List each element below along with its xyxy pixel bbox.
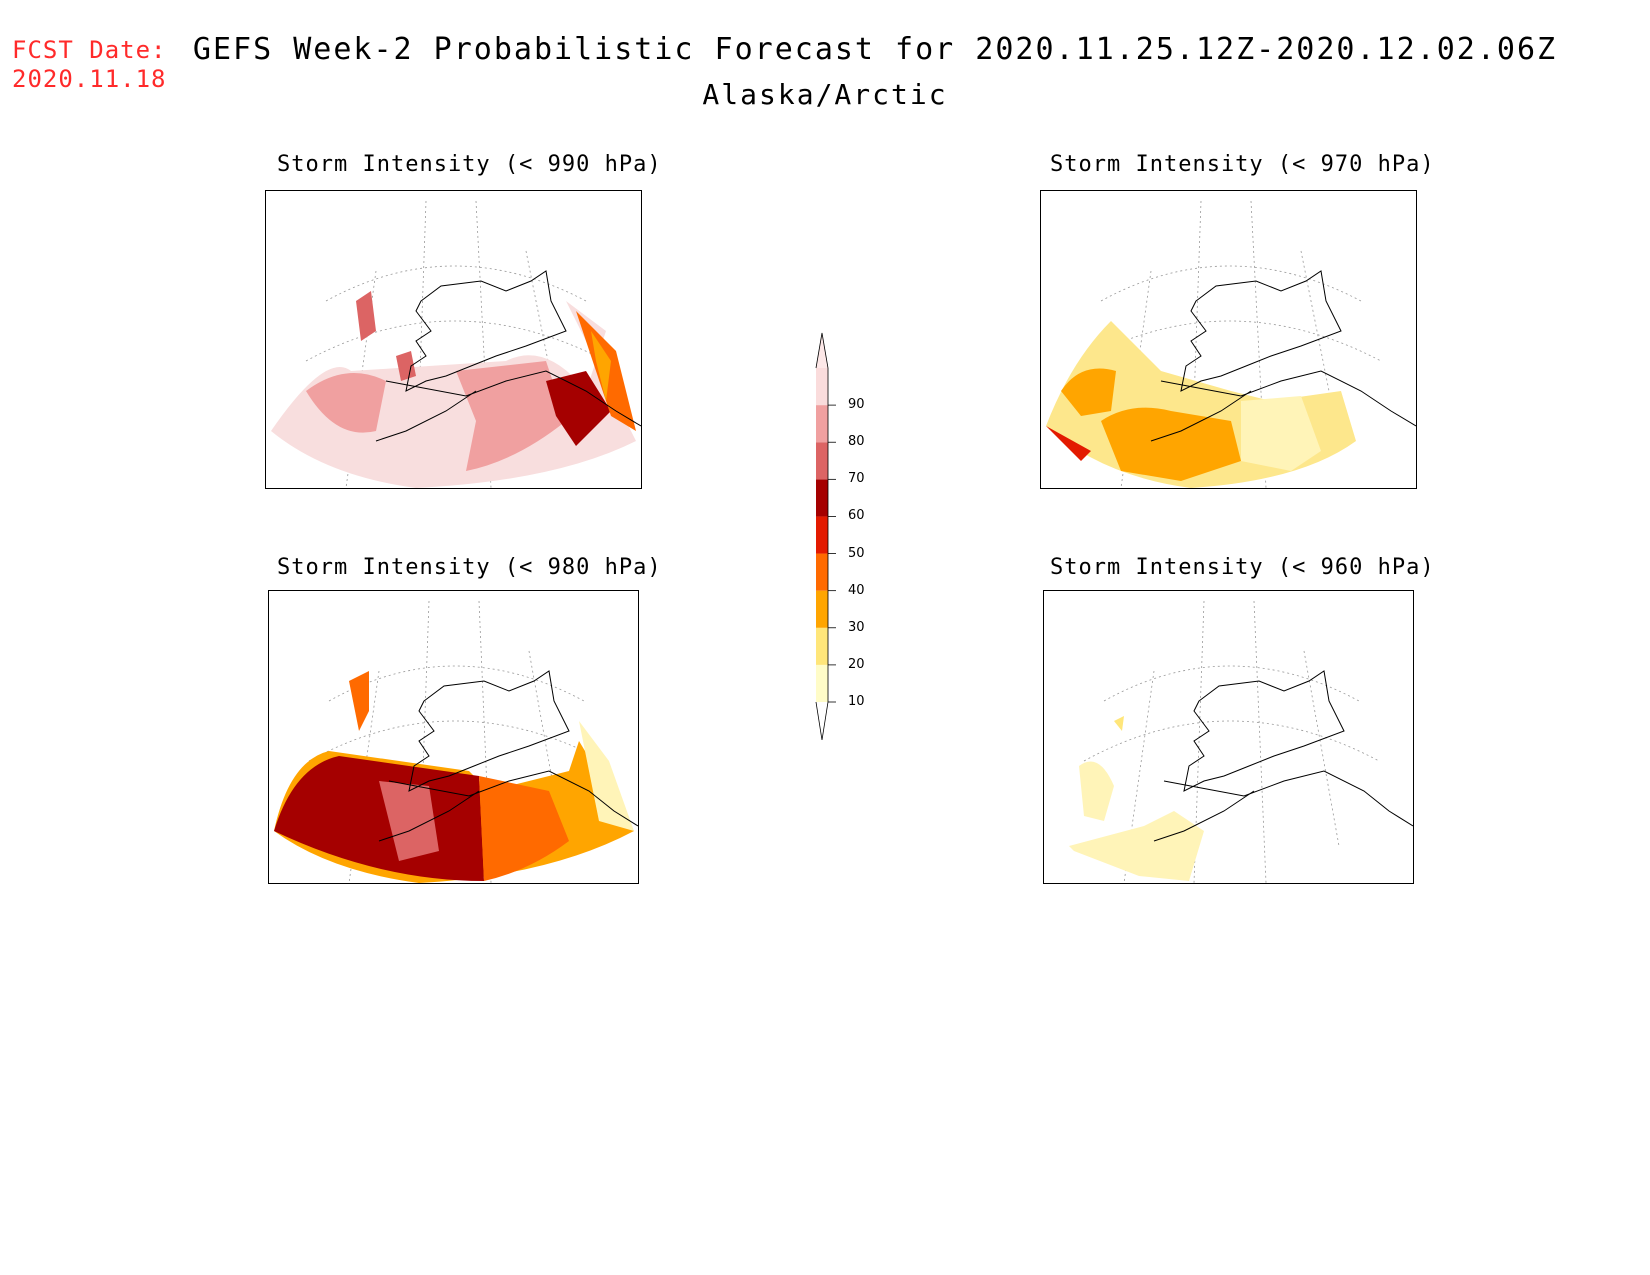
storm-probability-map-990 [271,200,641,488]
colorbar-swatch [816,590,828,628]
colorbar-extend-top [816,333,828,368]
region-subtitle: Alaska/Arctic [702,78,948,111]
colorbar-swatch [816,368,828,406]
colorbar-tick-label: 10 [848,694,865,709]
map-panel-960 [1043,590,1414,884]
colorbar-swatch [816,516,828,554]
panel-title-980: Storm Intensity (< 980 hPa) [277,555,662,580]
colorbar-swatch [816,405,828,443]
panel-title-960: Storm Intensity (< 960 hPa) [1050,555,1435,580]
colorbar-tick-label: 30 [848,619,865,635]
colorbar-tick-label: 40 [848,582,865,598]
fcst-label: FCST Date: [12,36,167,64]
colorbar-tick-label: 60 [848,508,865,524]
colorbar-swatch [816,479,828,517]
colorbar-tick-label: 20 [848,656,865,672]
map-panel-980 [268,590,639,884]
colorbar-tick-label: 50 [848,545,865,561]
main-title: GEFS Week-2 Probabilistic Forecast for 2… [192,32,1558,67]
map-panel-970 [1040,190,1417,489]
storm-probability-map-960 [1069,600,1413,883]
forecast-date-label: FCST Date: 2020.11.18 [12,36,167,94]
colorbar-swatch [816,627,828,665]
fcst-date: 2020.11.18 [12,65,167,93]
map-panel-990 [265,190,642,489]
storm-probability-map-980 [274,600,638,883]
colorbar-tick-label: 80 [848,434,865,450]
colorbar-swatch [816,442,828,480]
panel-title-970: Storm Intensity (< 970 hPa) [1050,152,1435,177]
colorbar-outline [815,332,829,741]
panel-title-990: Storm Intensity (< 990 hPa) [277,152,662,177]
colorbar-swatches [815,332,836,741]
colorbar-tick-label: 70 [848,471,865,487]
storm-probability-map-970 [1046,200,1416,488]
colorbar: 10 20 30 40 50 60 70 80 90 [812,330,912,750]
colorbar-extend-bottom [816,702,828,740]
colorbar-swatch [816,664,828,702]
colorbar-swatch [816,553,828,591]
colorbar-tick-label: 90 [848,397,865,413]
